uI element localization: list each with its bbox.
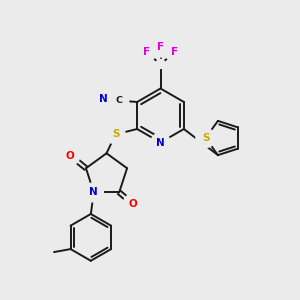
Circle shape [94, 89, 113, 109]
Circle shape [196, 128, 215, 148]
Text: F: F [171, 47, 178, 58]
Text: N: N [99, 94, 108, 104]
Text: F: F [142, 47, 150, 58]
Text: O: O [128, 199, 137, 209]
Text: C: C [116, 96, 123, 105]
Text: N: N [156, 137, 165, 148]
Text: F: F [157, 42, 164, 52]
Circle shape [156, 59, 165, 68]
Circle shape [151, 38, 170, 57]
Text: N: N [89, 188, 98, 197]
Text: S: S [202, 133, 209, 143]
Circle shape [61, 146, 80, 165]
Circle shape [84, 183, 104, 202]
Circle shape [136, 43, 156, 62]
Circle shape [165, 43, 184, 62]
Text: O: O [66, 151, 75, 160]
Circle shape [110, 91, 129, 110]
Text: S: S [112, 129, 119, 140]
Circle shape [106, 125, 125, 144]
Circle shape [123, 194, 142, 213]
Circle shape [151, 133, 170, 152]
